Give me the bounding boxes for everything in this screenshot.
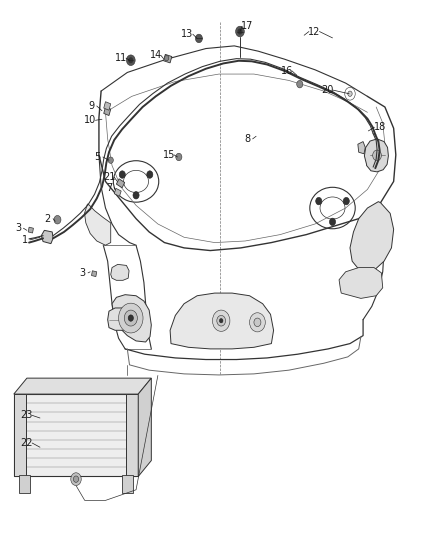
- Polygon shape: [104, 102, 111, 110]
- Polygon shape: [138, 378, 151, 477]
- Text: 17: 17: [241, 21, 254, 31]
- Polygon shape: [117, 179, 125, 188]
- Circle shape: [127, 55, 135, 66]
- Circle shape: [164, 55, 169, 61]
- Text: 23: 23: [21, 410, 33, 421]
- Circle shape: [250, 313, 265, 332]
- Circle shape: [71, 473, 81, 486]
- Text: 22: 22: [21, 438, 33, 448]
- Polygon shape: [111, 264, 129, 280]
- Polygon shape: [358, 142, 365, 154]
- Circle shape: [348, 91, 352, 96]
- Circle shape: [219, 319, 223, 323]
- Circle shape: [74, 476, 79, 482]
- Text: 21: 21: [103, 172, 115, 182]
- Polygon shape: [92, 271, 97, 277]
- Circle shape: [128, 315, 134, 321]
- Text: 5: 5: [95, 152, 101, 162]
- Text: 12: 12: [308, 27, 320, 37]
- Polygon shape: [126, 394, 138, 477]
- Polygon shape: [122, 475, 133, 494]
- Text: 8: 8: [244, 134, 251, 144]
- Circle shape: [129, 58, 133, 63]
- Polygon shape: [339, 268, 383, 298]
- Text: 15: 15: [162, 150, 175, 160]
- Text: 20: 20: [321, 85, 333, 95]
- Polygon shape: [14, 394, 26, 477]
- Polygon shape: [163, 54, 172, 63]
- Polygon shape: [19, 475, 30, 494]
- Polygon shape: [85, 204, 111, 245]
- Polygon shape: [112, 295, 151, 342]
- Circle shape: [147, 171, 153, 178]
- Text: 10: 10: [84, 115, 96, 125]
- Polygon shape: [114, 188, 121, 196]
- Polygon shape: [350, 201, 394, 272]
- Circle shape: [238, 29, 242, 34]
- Circle shape: [329, 218, 336, 225]
- Circle shape: [124, 310, 138, 326]
- Circle shape: [212, 310, 230, 332]
- Text: 1: 1: [21, 235, 28, 245]
- Circle shape: [195, 34, 202, 43]
- Text: 16: 16: [281, 66, 293, 76]
- Circle shape: [176, 154, 182, 161]
- Circle shape: [316, 197, 322, 205]
- Polygon shape: [104, 107, 111, 116]
- Text: 3: 3: [15, 223, 21, 233]
- Circle shape: [254, 318, 261, 327]
- Polygon shape: [28, 227, 33, 233]
- Circle shape: [119, 303, 143, 333]
- Circle shape: [236, 26, 244, 37]
- Circle shape: [297, 80, 303, 88]
- Text: 7: 7: [106, 183, 112, 193]
- Polygon shape: [41, 230, 53, 244]
- Polygon shape: [14, 378, 151, 394]
- Text: 9: 9: [88, 101, 95, 111]
- Circle shape: [119, 171, 125, 178]
- Circle shape: [108, 157, 113, 164]
- Text: 13: 13: [181, 29, 194, 39]
- Polygon shape: [364, 139, 389, 172]
- Text: 2: 2: [45, 214, 51, 224]
- Polygon shape: [14, 394, 138, 477]
- Circle shape: [133, 191, 139, 199]
- Circle shape: [217, 316, 226, 326]
- Circle shape: [343, 197, 350, 205]
- Polygon shape: [170, 293, 274, 349]
- Text: 3: 3: [80, 268, 86, 278]
- Text: 14: 14: [149, 51, 162, 60]
- Circle shape: [54, 215, 61, 224]
- Text: 18: 18: [374, 122, 386, 132]
- Text: 11: 11: [115, 53, 127, 63]
- Circle shape: [373, 150, 381, 161]
- Polygon shape: [108, 308, 131, 330]
